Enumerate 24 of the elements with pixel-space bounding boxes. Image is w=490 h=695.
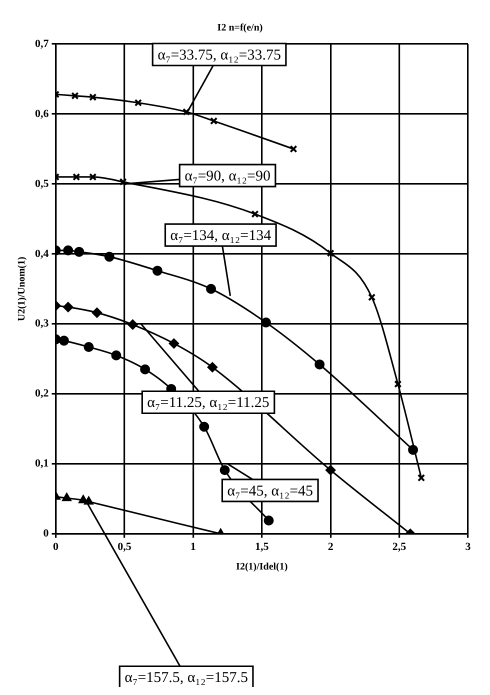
- y-tick-label: 0,5: [35, 178, 50, 190]
- annotation: α₇=33.75, α₁₂=33.75: [158, 47, 281, 64]
- x-tick-label: 2,5: [392, 541, 407, 554]
- x-tick-label: 3: [465, 541, 472, 554]
- y-tick-label: 0,3: [35, 318, 50, 330]
- y-tick-label: 0,6: [35, 108, 50, 120]
- x-tick-label: 2: [328, 541, 334, 554]
- y-tick-label: 0,4: [35, 248, 50, 260]
- annotation: α₇=157.5, α₁₂=157.5: [124, 670, 248, 686]
- annotation: α₇=134, α₁₂=134: [170, 228, 272, 244]
- x-tick-label: 0,5: [118, 541, 132, 554]
- x-tick-label: 0: [53, 541, 59, 554]
- y-tick-label: 0,1: [35, 458, 49, 470]
- annotation: α₇=90, α₁₂=90: [184, 168, 270, 184]
- chart-title: I2 n=f(e/n): [217, 22, 263, 34]
- y-tick-label: 0: [43, 528, 50, 540]
- y-tick-label: 0,2: [35, 388, 50, 400]
- x-tick-label: 1,5: [255, 541, 270, 554]
- y-tick-label: 0,7: [35, 38, 50, 50]
- x-axis-title: I2(1)/Idel(1): [236, 562, 288, 573]
- annotation: α₇=11.25, α₁₂=11.25: [147, 395, 270, 412]
- y-axis-title: U2(1)/Unom(1): [16, 256, 28, 322]
- x-tick-label: 1: [190, 541, 196, 554]
- annotation: α₇=45, α₁₂=45: [227, 483, 314, 500]
